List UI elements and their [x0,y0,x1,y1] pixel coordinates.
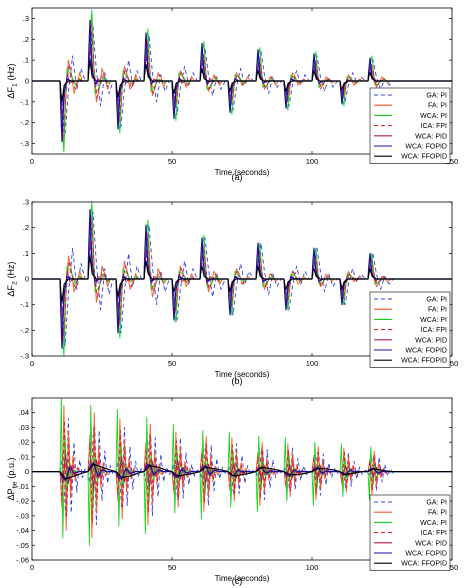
y-tick-label: .2 [23,35,29,44]
series-group [32,9,452,153]
chart-panel-1: 0 50 100 150 -.3 -.2 -.1 0 .1 .2 .3 Time (seconds) Δ… [6,7,459,182]
x-tick-label: 0 [30,359,34,368]
y-tick-label: -.1 [20,300,29,309]
x-tick-label: 150 [446,563,459,572]
series-line-7 [32,463,452,480]
legend-label: WCA: PID [415,337,447,344]
x-tick-label: 100 [306,359,319,368]
y-tick-label: -.05 [16,541,29,550]
x-tick-label: 100 [306,157,319,166]
legend-label: WCA: PI [420,113,447,120]
x-tick-label: 100 [306,563,319,572]
y-tick-label: -.1 [20,97,29,106]
legend-label: WCA: FFOPID [401,154,447,161]
y-tick-label: -.2 [20,326,29,335]
y-label-unit: (p.u.) [6,458,16,479]
panel-caption: (b) [232,376,243,386]
y-tick-label: -.01 [16,482,29,491]
legend: GA: PI FA: PI WCA: PI ICA: FPI WCA: PID WCA: … [369,291,451,368]
x-axis-label: Time (seconds) [215,574,270,583]
chart-panel-3: 0 50 100 150 -.06 -.05 -.04 -.03 -.02 -.01 0 .01 .02… [6,397,459,586]
legend-label: WCA: PID [415,540,447,547]
panel-caption: (c) [232,576,243,586]
legend-label: WCA: FOPID [405,551,447,558]
legend-label: WCA: FOPID [405,348,447,355]
panel-caption: (a) [232,172,243,182]
y-tick-label: -.06 [16,556,29,565]
y-label-subscript: tie [12,481,19,488]
legend-label: FA: PI [428,307,447,314]
y-tick-label: 0 [25,467,29,476]
legend-label: WCA: FFOPID [401,358,447,365]
y-tick-label: -.3 [20,352,29,361]
y-tick-label: -.3 [20,139,29,148]
x-tick-label: 150 [446,359,459,368]
legend: GA: PI FA: PI WCA: PI ICA: FPI WCA: PID WCA: … [369,87,451,164]
x-tick-label: 50 [168,359,176,368]
axes-frame [31,397,453,561]
y-tick-label: .02 [19,438,29,447]
y-tick-label: .3 [23,198,29,207]
y-label-main: ΔF [6,285,16,297]
y-tick-label: .04 [19,408,29,417]
y-axis-label: ΔF1 (Hz) [6,63,19,98]
y-label-subscript: 2 [12,281,19,285]
x-axis-label: Time (seconds) [215,168,270,177]
y-tick-label: -.02 [16,497,29,506]
legend-label: GA: PI [426,297,447,304]
legend-label: FA: PI [428,103,447,110]
y-label-unit: (Hz) [6,261,16,278]
legend-label: WCA: PI [420,317,447,324]
legend-label: GA: PI [426,500,447,507]
legend-label: WCA: PID [415,133,447,140]
y-label-subscript: 1 [12,83,19,87]
x-tick-label: 150 [446,157,459,166]
legend-label: ICA: FPI [421,327,448,334]
y-tick-label: -.03 [16,511,29,520]
y-tick-label: .1 [23,56,29,65]
legend-label: GA: PI [426,93,447,100]
y-label-unit: (Hz) [6,63,16,80]
series-line-7 [32,59,452,103]
y-tick-label: .2 [23,223,29,232]
y-tick-label: -.2 [20,118,29,127]
y-tick-label: -.04 [16,526,29,535]
x-axis-label: Time (seconds) [215,370,270,379]
y-axis-label: ΔPtie (p.u.) [6,458,19,501]
y-label-main: ΔF [6,87,16,99]
y-tick-label: .3 [23,14,29,23]
y-axis-label: ΔF2 (Hz) [6,261,19,296]
series-group [32,202,452,356]
y-label-main: ΔP [6,488,16,500]
series-group [32,398,452,546]
series-line-7 [32,255,452,303]
y-tick-label: 0 [25,275,29,284]
legend: GA: PI FA: PI WCA: PI ICA: FPI WCA: PID WCA: … [369,494,451,571]
chart-panel-2: 0 50 100 150 -.3 -.2 -.1 0 .1 .2 .3 Time (seconds) Δ… [6,198,458,387]
x-tick-label: 0 [30,563,34,572]
x-tick-label: 0 [30,157,34,166]
legend-label: FA: PI [428,510,447,517]
legend-label: ICA: FPI [421,530,448,537]
legend-label: WCA: FOPID [405,144,447,151]
y-tick-label: .01 [19,452,29,461]
y-tick-label: 0 [25,77,29,86]
legend-label: WCA: FFOPID [401,561,447,568]
legend-label: ICA: FPI [421,123,448,130]
x-tick-label: 50 [168,563,176,572]
y-tick-label: .03 [19,423,29,432]
x-tick-label: 50 [168,157,176,166]
legend-label: WCA: PI [420,520,447,527]
y-tick-label: .1 [23,249,29,258]
